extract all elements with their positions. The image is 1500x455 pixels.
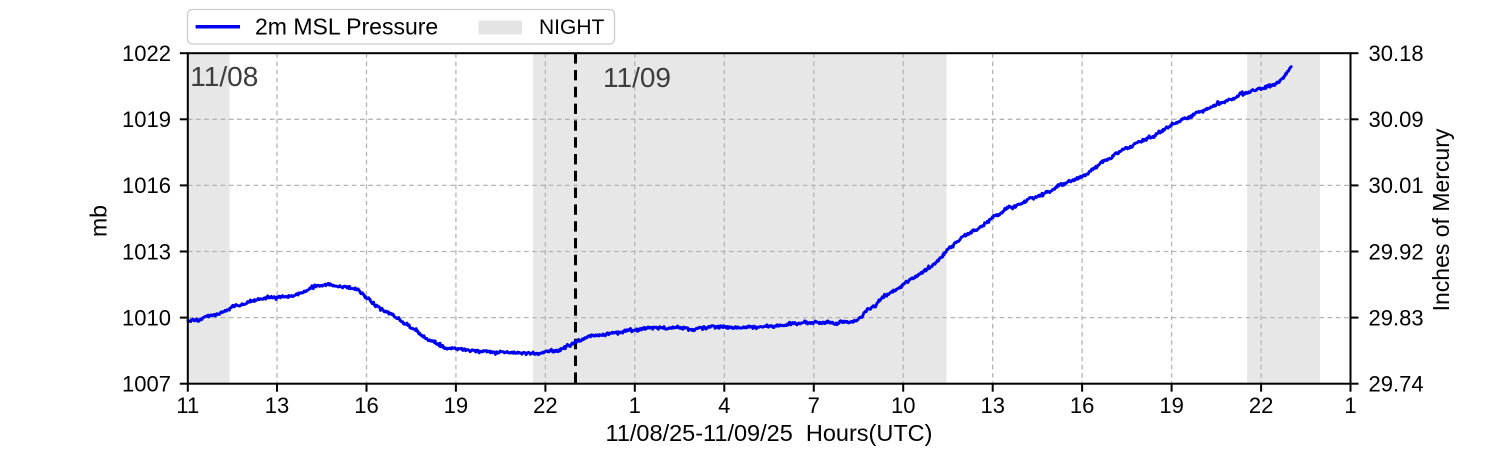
svg-text:2m MSL Pressure: 2m MSL Pressure — [255, 14, 438, 40]
svg-text:16: 16 — [1070, 393, 1094, 418]
svg-text:22: 22 — [533, 393, 557, 418]
svg-text:19: 19 — [1159, 393, 1183, 418]
svg-text:11/08: 11/08 — [190, 61, 258, 92]
svg-text:1: 1 — [629, 393, 641, 418]
svg-text:13: 13 — [980, 393, 1004, 418]
svg-text:11/08/25-11/09/25 Hours(UTC): 11/08/25-11/09/25 Hours(UTC) — [606, 420, 933, 446]
svg-text:1022: 1022 — [122, 41, 171, 66]
svg-text:29.83: 29.83 — [1369, 305, 1424, 330]
svg-text:1013: 1013 — [122, 239, 171, 264]
svg-text:7: 7 — [808, 393, 820, 418]
svg-text:11: 11 — [176, 393, 199, 418]
svg-text:13: 13 — [265, 393, 289, 418]
svg-text:10: 10 — [891, 393, 915, 418]
svg-text:29.92: 29.92 — [1369, 239, 1424, 264]
svg-text:29.74: 29.74 — [1369, 372, 1424, 397]
svg-text:1: 1 — [1344, 393, 1356, 418]
svg-text:mb: mb — [86, 205, 112, 237]
svg-text:1019: 1019 — [122, 107, 171, 132]
svg-text:Inches of Mercury: Inches of Mercury — [1428, 128, 1454, 311]
svg-text:19: 19 — [444, 393, 468, 418]
svg-text:NIGHT: NIGHT — [539, 16, 605, 39]
svg-text:30.18: 30.18 — [1369, 41, 1424, 66]
svg-text:1010: 1010 — [122, 305, 171, 330]
svg-text:16: 16 — [354, 393, 378, 418]
svg-text:22: 22 — [1249, 393, 1273, 418]
svg-text:30.09: 30.09 — [1369, 107, 1424, 132]
svg-text:11/09: 11/09 — [603, 62, 671, 93]
svg-text:30.01: 30.01 — [1369, 173, 1424, 198]
svg-text:1016: 1016 — [122, 173, 171, 198]
svg-text:1007: 1007 — [122, 372, 171, 397]
svg-text:4: 4 — [718, 393, 730, 418]
